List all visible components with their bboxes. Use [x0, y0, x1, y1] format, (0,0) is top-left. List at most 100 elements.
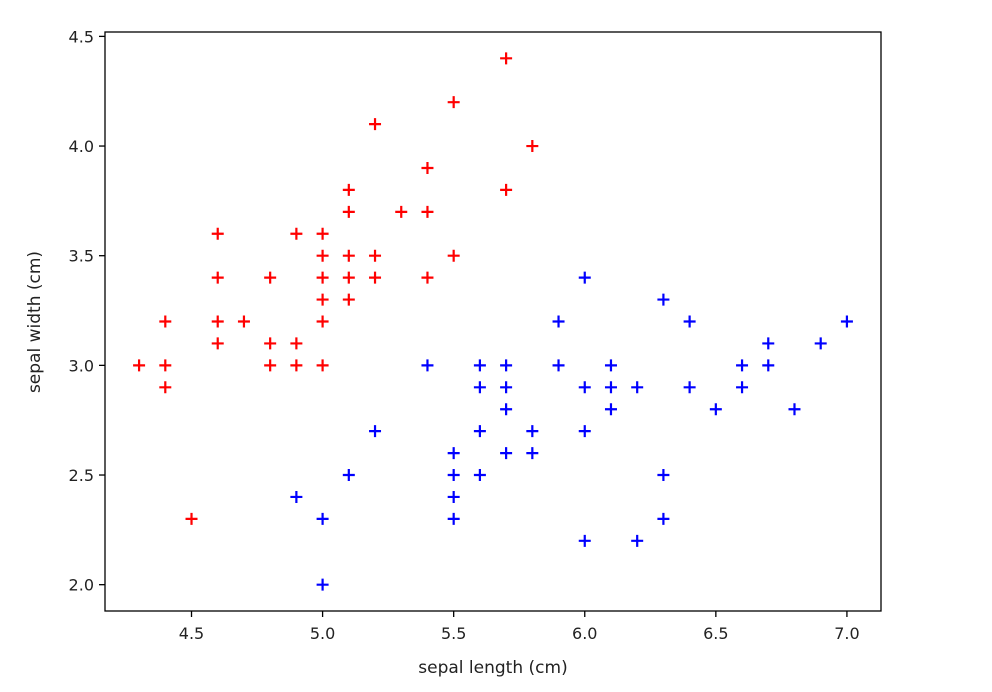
blue-data-point [578, 271, 591, 284]
blue-data-point [788, 403, 801, 416]
blue-data-point [316, 578, 329, 591]
y-tick-label: 4.5 [69, 27, 94, 46]
red-data-point [421, 161, 434, 174]
red-data-point [290, 227, 303, 240]
red-data-point [421, 271, 434, 284]
blue-data-point [578, 425, 591, 438]
red-data-point [316, 315, 329, 328]
blue-data-point [473, 425, 486, 438]
blue-data-point [604, 381, 617, 394]
red-data-point [421, 205, 434, 218]
y-tick-label: 4.0 [69, 137, 94, 156]
red-data-point [316, 359, 329, 372]
y-axis-label: sepal width (cm) [25, 251, 45, 393]
x-tick-label: 7.0 [834, 624, 859, 643]
red-data-point [342, 183, 355, 196]
red-data-point [500, 183, 513, 196]
blue-data-point [421, 359, 434, 372]
blue-data-point [316, 512, 329, 525]
red-data-point [211, 315, 224, 328]
y-tick-label: 3.5 [69, 247, 94, 266]
x-tick-label: 6.5 [703, 624, 728, 643]
red-data-point [264, 271, 277, 284]
blue-data-point [369, 425, 382, 438]
blue-data-point [762, 359, 775, 372]
red-data-point [264, 359, 277, 372]
blue-data-point [526, 425, 539, 438]
red-data-point [211, 271, 224, 284]
x-axis-label: sepal length (cm) [418, 658, 567, 678]
red-data-point [447, 96, 460, 109]
blue-data-point [447, 469, 460, 482]
blue-data-point [657, 469, 670, 482]
x-tick-label: 4.5 [179, 624, 204, 643]
red-data-point [342, 205, 355, 218]
blue-data-point [447, 447, 460, 460]
blue-data-point [604, 359, 617, 372]
red-data-point [316, 293, 329, 306]
y-tick-label: 2.5 [69, 466, 94, 485]
red-data-point [500, 52, 513, 65]
red-data-point [316, 227, 329, 240]
blue-data-point [473, 381, 486, 394]
blue-data-point [500, 403, 513, 416]
y-tick-label: 3.0 [69, 356, 94, 375]
red-data-point [342, 249, 355, 262]
blue-data-point [526, 447, 539, 460]
red-data-point [159, 359, 172, 372]
data-points [133, 52, 853, 591]
red-data-point [211, 227, 224, 240]
red-data-point [159, 381, 172, 394]
red-data-point [185, 512, 198, 525]
red-data-point [369, 249, 382, 262]
blue-data-point [814, 337, 827, 350]
y-axis: 2.0 2.5 3.0 3.5 4.0 4.5 [69, 27, 105, 595]
red-data-point [526, 140, 539, 153]
blue-data-point [683, 315, 696, 328]
red-data-point [342, 293, 355, 306]
red-data-point [290, 337, 303, 350]
x-tick-label: 6.0 [572, 624, 597, 643]
blue-data-point [500, 359, 513, 372]
red-data-point [264, 337, 277, 350]
blue-data-point [500, 447, 513, 460]
x-tick-label: 5.0 [310, 624, 335, 643]
blue-data-point [500, 381, 513, 394]
blue-data-point [473, 359, 486, 372]
red-data-point [369, 118, 382, 131]
blue-data-point [447, 490, 460, 503]
blue-data-point [578, 534, 591, 547]
red-data-point [342, 271, 355, 284]
blue-data-point [657, 512, 670, 525]
blue-data-point [290, 490, 303, 503]
red-data-point [395, 205, 408, 218]
blue-data-point [840, 315, 853, 328]
y-tick-label: 2.0 [69, 576, 94, 595]
blue-data-point [447, 512, 460, 525]
blue-data-point [578, 381, 591, 394]
red-data-point [447, 249, 460, 262]
blue-data-point [631, 381, 644, 394]
x-tick-label: 5.5 [441, 624, 466, 643]
blue-data-point [736, 359, 749, 372]
blue-data-point [552, 359, 565, 372]
blue-data-point [604, 403, 617, 416]
red-data-point [133, 359, 146, 372]
red-data-point [369, 271, 382, 284]
red-data-point [237, 315, 250, 328]
blue-data-point [552, 315, 565, 328]
red-data-point [290, 359, 303, 372]
red-data-point [316, 249, 329, 262]
blue-data-point [762, 337, 775, 350]
blue-data-point [683, 381, 696, 394]
blue-data-point [657, 293, 670, 306]
red-data-point [211, 337, 224, 350]
red-data-point [159, 315, 172, 328]
blue-data-point [631, 534, 644, 547]
blue-data-point [473, 469, 486, 482]
plot-frame [104, 31, 882, 612]
blue-data-point [342, 469, 355, 482]
blue-data-point [709, 403, 722, 416]
